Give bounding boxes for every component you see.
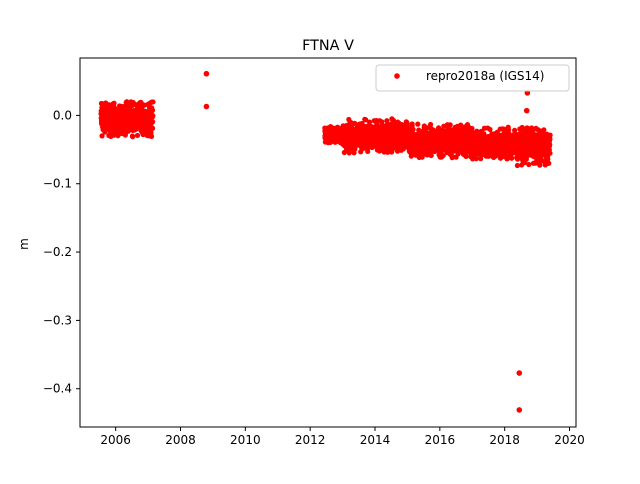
data-point xyxy=(365,148,371,155)
data-point xyxy=(449,153,455,159)
data-point xyxy=(427,121,434,128)
x-tick-label: 2012 xyxy=(295,433,326,447)
x-tick-label: 2020 xyxy=(554,433,585,447)
data-point xyxy=(545,156,551,162)
x-tick-label: 2016 xyxy=(425,433,456,447)
x-tick-label: 2006 xyxy=(100,433,131,447)
data-point xyxy=(541,127,547,133)
x-tick-label: 2008 xyxy=(165,433,196,447)
data-point xyxy=(148,133,155,139)
data-point xyxy=(547,150,553,156)
outlier-point xyxy=(203,103,210,110)
outlier-point xyxy=(203,70,210,77)
data-point xyxy=(537,162,543,168)
y-tick-label: −0.2 xyxy=(43,245,72,259)
data-point xyxy=(410,126,416,132)
data-point xyxy=(469,125,475,132)
y-tick-label: 0.0 xyxy=(53,108,72,122)
legend-box xyxy=(375,64,570,92)
data-point xyxy=(487,126,493,133)
data-point xyxy=(514,162,520,169)
x-tick-label: 2010 xyxy=(230,433,261,447)
y-tick-label: −0.3 xyxy=(43,313,72,327)
data-point xyxy=(473,156,479,162)
data-point xyxy=(440,152,446,159)
legend-label: repro2018a (IGS14) xyxy=(426,69,544,83)
x-axis-ticks: 2006 2008 2010 2012 2014 2016 2018 2020 xyxy=(100,427,585,447)
data-point xyxy=(546,160,552,166)
data-point xyxy=(409,121,415,127)
data-point xyxy=(150,113,156,119)
x-tick-label: 2018 xyxy=(489,433,520,447)
data-point xyxy=(463,153,469,160)
outlier-point xyxy=(516,370,523,376)
data-point xyxy=(134,132,141,139)
data-point xyxy=(526,161,532,168)
chart-title: FTNA V xyxy=(302,38,354,54)
data-point xyxy=(390,117,397,124)
data-point xyxy=(385,149,391,155)
data-point xyxy=(99,133,105,139)
outlier-point xyxy=(516,407,523,413)
data-point xyxy=(547,141,553,148)
legend-marker xyxy=(394,73,400,79)
outlier-points xyxy=(203,70,531,413)
data-point xyxy=(547,132,553,138)
data-point xyxy=(363,117,369,123)
data-point xyxy=(428,152,434,159)
data-point xyxy=(130,134,136,140)
data-point xyxy=(150,119,156,125)
data-point xyxy=(547,136,553,142)
legend: repro2018a (IGS14) xyxy=(375,64,570,92)
data-point xyxy=(111,100,117,106)
y-axis-ticks: 0.0 −0.1 −0.2 −0.3 −0.4 xyxy=(43,108,80,396)
data-point xyxy=(478,156,484,162)
y-axis-label: m xyxy=(17,238,31,250)
data-point xyxy=(474,128,480,134)
data-point xyxy=(506,127,512,133)
data-point xyxy=(150,99,156,105)
data-point xyxy=(415,121,421,127)
y-tick-label: −0.1 xyxy=(43,177,72,191)
data-point xyxy=(352,146,358,152)
x-tick-label: 2014 xyxy=(360,433,391,447)
data-points xyxy=(98,99,553,169)
data-point xyxy=(509,155,515,161)
data-point xyxy=(501,126,508,132)
data-point xyxy=(419,154,425,160)
data-point xyxy=(366,119,373,125)
data-point xyxy=(149,125,156,131)
y-tick-label: −0.4 xyxy=(43,382,72,396)
data-point xyxy=(149,107,156,113)
outlier-point xyxy=(523,107,530,114)
plot-frame xyxy=(79,57,577,428)
data-point xyxy=(447,122,453,128)
